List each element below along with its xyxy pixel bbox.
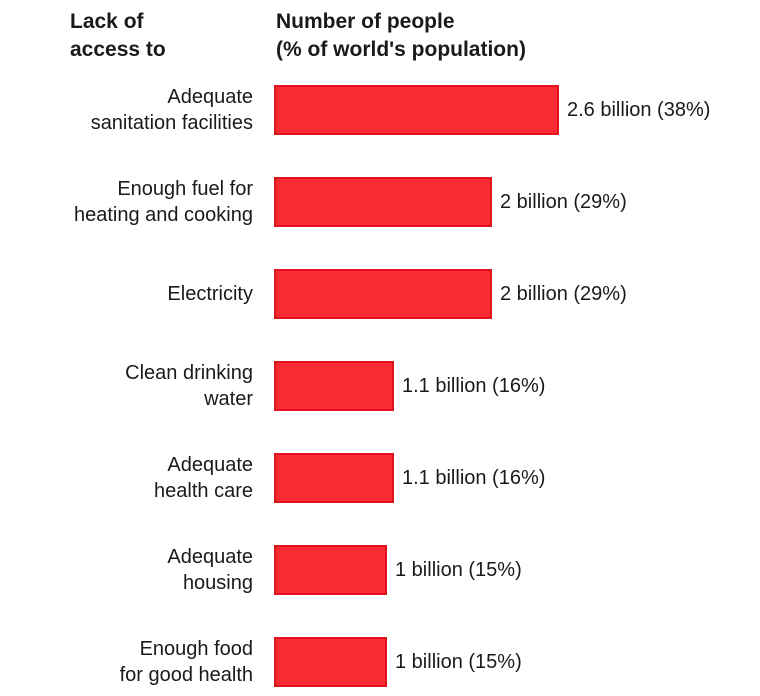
value-column-header: Number of people (% of world's populatio… (276, 10, 526, 61)
value-label: 1 billion (15%) (395, 559, 522, 581)
bar (274, 85, 559, 135)
value-label: 2.6 billion (38%) (567, 99, 711, 121)
value-label: 1 billion (15%) (395, 651, 522, 673)
category-label: Adequate health care (154, 454, 253, 502)
bar (274, 545, 387, 595)
value-label: 1.1 billion (16%) (402, 375, 546, 397)
category-label: Enough food for good health (119, 638, 253, 686)
category-label: Adequate housing (167, 546, 253, 594)
bar (274, 453, 394, 503)
category-label: Clean drinking water (125, 362, 253, 410)
value-label: 1.1 billion (16%) (402, 467, 546, 489)
bar (274, 361, 394, 411)
bar (274, 637, 387, 687)
category-label: Electricity (167, 283, 253, 305)
value-label: 2 billion (29%) (500, 191, 627, 213)
category-label: Adequate sanitation facilities (90, 86, 253, 134)
category-column-header: Lack of access to (70, 10, 166, 61)
value-label: 2 billion (29%) (500, 283, 627, 305)
bar (274, 269, 492, 319)
bar (274, 177, 492, 227)
category-label: Enough fuel for heating and cooking (73, 178, 253, 226)
